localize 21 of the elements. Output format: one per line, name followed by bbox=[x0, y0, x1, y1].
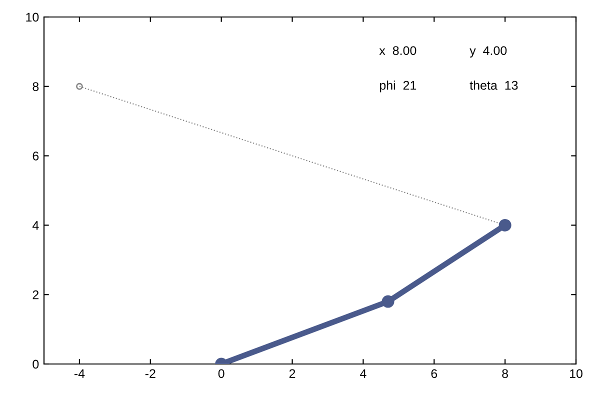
y-tick-label: 4 bbox=[32, 221, 39, 230]
x-tick-label: 4 bbox=[360, 369, 366, 378]
point bbox=[498, 218, 512, 232]
annotation: theta 13 bbox=[470, 80, 518, 90]
y-tick-label: 10 bbox=[26, 12, 39, 22]
point bbox=[382, 295, 394, 308]
y-tick-label: 8 bbox=[32, 82, 39, 92]
x-tick-label: 0 bbox=[218, 369, 224, 378]
x-tick-label: 8 bbox=[502, 369, 508, 378]
x-tick-label: -4 bbox=[74, 369, 85, 378]
x-tick-label: -2 bbox=[145, 369, 156, 378]
annotation: phi 21 bbox=[380, 80, 416, 92]
y-tick-label: 2 bbox=[32, 290, 39, 300]
x-tick-label: 10 bbox=[570, 369, 582, 378]
x-tick-label: 2 bbox=[289, 369, 296, 378]
x-tick-label: 6 bbox=[431, 369, 438, 378]
y-tick-label: 0 bbox=[32, 360, 39, 369]
annotation: x 8.00 bbox=[379, 46, 416, 56]
point bbox=[76, 82, 83, 90]
y-tick-label: 6 bbox=[32, 152, 39, 160]
annotation: y 4.00 bbox=[470, 46, 507, 58]
